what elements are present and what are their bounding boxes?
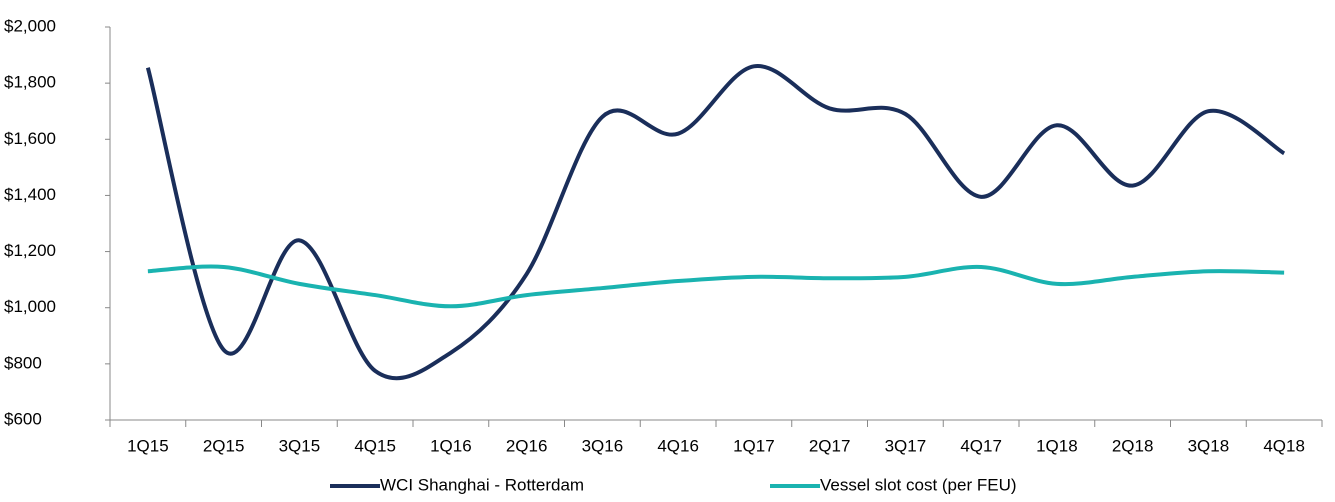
x-tick-label: 4Q15 <box>354 436 396 455</box>
y-tick-label: $1,000 <box>4 297 56 316</box>
y-tick-label: $600 <box>4 409 42 428</box>
y-tick-label: $800 <box>4 353 42 372</box>
x-tick-label: 4Q18 <box>1263 436 1305 455</box>
x-tick-label: 1Q18 <box>1036 436 1078 455</box>
x-tick-label: 2Q16 <box>506 436 548 455</box>
x-tick-label: 2Q18 <box>1112 436 1154 455</box>
x-tick-label: 1Q17 <box>733 436 775 455</box>
series-line <box>145 64 1286 381</box>
x-tick-label: 3Q16 <box>582 436 624 455</box>
x-tick-label: 4Q16 <box>657 436 699 455</box>
legend-label: Vessel slot cost (per FEU) <box>820 475 1017 494</box>
y-tick-label: $1,400 <box>4 185 56 204</box>
x-tick-label: 3Q18 <box>1188 436 1230 455</box>
x-tick-label: 2Q15 <box>203 436 245 455</box>
legend-label: WCI Shanghai - Rotterdam <box>380 475 584 494</box>
y-tick-label: $1,800 <box>4 73 56 92</box>
y-tick-label: $2,000 <box>4 16 56 35</box>
y-tick-label: $1,600 <box>4 129 56 148</box>
x-tick-label: 4Q17 <box>960 436 1002 455</box>
x-tick-label: 1Q16 <box>430 436 472 455</box>
y-tick-label: $1,200 <box>4 241 56 260</box>
x-tick-label: 1Q15 <box>127 436 169 455</box>
series-line <box>147 264 1285 309</box>
x-tick-label: 2Q17 <box>809 436 851 455</box>
x-tick-label: 3Q15 <box>279 436 321 455</box>
x-tick-label: 3Q17 <box>885 436 927 455</box>
